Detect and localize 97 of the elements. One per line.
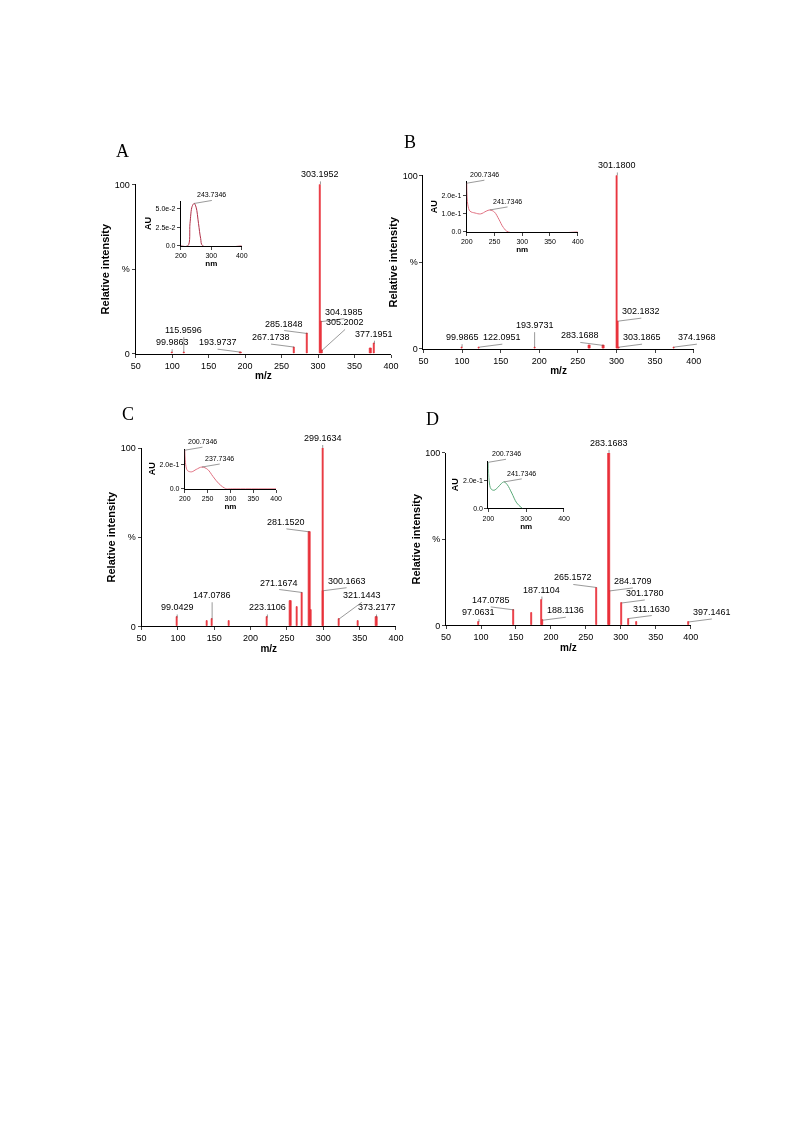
y-axis-title: Relative intensity [387,216,400,308]
y-tick-label: 100 [402,170,418,181]
annotation: 223.1106 [249,602,286,612]
x-tick-label: 400 [683,632,699,643]
annotation: 303.1865 [623,332,661,342]
annotation: 301.1800 [598,160,636,170]
x-tick-label: 350 [647,355,663,366]
x-axis-title: nm [224,502,237,512]
annotation: 115.9596 [165,325,202,335]
y-tick-label: 100 [425,448,441,459]
annotation: 303.1952 [301,169,339,179]
annotation: 187.1104 [523,585,560,595]
x-tick-label: 200 [237,360,253,371]
x-axis-title: m/z [260,642,278,654]
x-tick-label: 400 [388,633,404,644]
x-tick-label: 50 [136,633,147,644]
y-tick-label: % [121,264,130,275]
x-tick-label: 100 [454,355,470,366]
annotation: 373.2177 [358,602,396,612]
chart-title: A [116,141,129,161]
x-tick-label: 200 [243,633,259,644]
y-tick-label: 0 [124,349,130,360]
y-tick-label: 0 [435,620,441,631]
x-axis-title: m/z [255,370,272,382]
y-axis-title: Relative intensity [99,223,112,315]
x-tick-label: 150 [201,360,217,371]
y-tick-label: % [409,257,418,268]
annotation: 97.0631 [462,607,495,617]
annotation: 299.1634 [304,433,342,443]
annotation: 305.2002 [326,317,364,327]
x-tick-label: 200 [543,632,559,643]
y-axis-title: AU [450,478,461,492]
x-axis-title: nm [520,521,533,531]
annotation: 300.1663 [328,576,366,586]
x-tick-label: 150 [206,633,222,644]
annotation: 267.1738 [252,332,290,342]
x-axis-title: m/z [560,641,577,653]
annotation: 301.1780 [626,588,664,598]
y-tick-label: 100 [120,443,136,454]
annotation: 99.9863 [156,337,189,347]
annotation: 147.0786 [193,590,231,600]
annotation: 284.1709 [614,576,652,586]
x-tick-label: 250 [274,360,290,371]
annotation: 147.0785 [472,595,510,605]
y-tick-label: 0 [412,344,418,355]
x-tick-label: 350 [352,633,368,644]
annotation: 188.1136 [547,605,584,615]
annotation: 193.9731 [516,320,554,330]
y-tick-label: % [127,532,136,543]
y-axis-title: AU [146,462,157,476]
annotation: 122.0951 [483,332,521,342]
annotation: 99.9865 [446,332,479,342]
chart-title: D [426,409,439,429]
x-axis-title: m/z [550,365,567,377]
x-tick-label: 200 [531,355,547,366]
y-axis-title: Relative intensity [105,491,118,583]
x-tick-label: 150 [508,632,524,643]
x-tick-label: 50 [441,632,452,643]
annotation: 304.1985 [325,307,363,317]
annotation: 285.1848 [265,319,303,329]
x-tick-label: 350 [648,632,664,643]
x-tick-label: 250 [279,633,295,644]
chart-title: B [404,132,417,152]
x-axis-title: nm [205,259,218,269]
x-tick-label: 250 [570,355,586,366]
x-tick-label: 50 [418,355,429,366]
y-axis-title: AU [428,200,439,214]
x-tick-label: 400 [383,360,399,371]
annotation: 281.1520 [267,517,305,527]
y-axis-title: AU [142,217,153,231]
annotation: 99.0429 [161,602,194,612]
x-tick-label: 300 [310,360,326,371]
x-axis-title: nm [516,245,529,255]
annotation: 321.1443 [343,590,381,600]
x-tick-label: 350 [347,360,363,371]
annotation: 302.1832 [622,306,660,316]
annotation: 283.1688 [561,330,599,340]
x-tick-label: 150 [493,355,509,366]
x-tick-label: 300 [315,633,331,644]
y-tick-label: % [432,534,441,545]
annotation: 265.1572 [554,572,592,582]
annotation: 377.1951 [355,329,393,339]
y-tick-label: 0 [130,621,136,632]
y-tick-label: 100 [114,179,130,190]
y-axis-title: Relative intensity [409,493,422,585]
annotation: 311.1630 [633,604,670,614]
annotation: 397.1461 [693,607,731,617]
x-tick-label: 400 [686,355,702,366]
annotation: 193.9737 [199,337,237,347]
x-tick-label: 300 [608,355,624,366]
annotation: 271.1674 [260,578,298,588]
x-tick-label: 300 [613,632,629,643]
x-tick-label: 50 [130,360,141,371]
annotation: 283.1683 [590,438,628,448]
chart-title: C [122,404,135,424]
x-tick-label: 250 [578,632,594,643]
annotation: 374.1968 [678,332,716,342]
